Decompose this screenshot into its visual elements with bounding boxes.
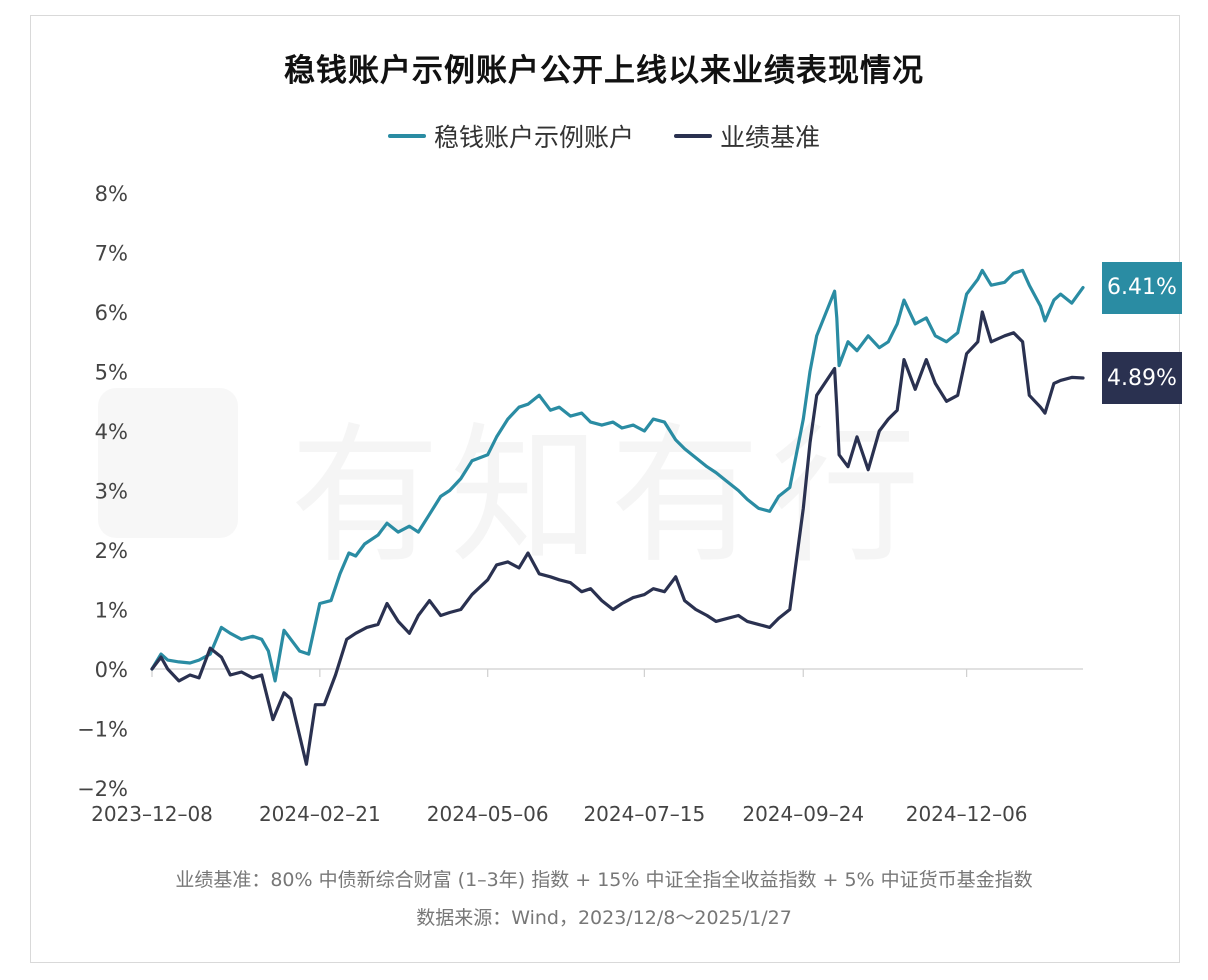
legend-label-account: 稳钱账户示例账户 (433, 123, 634, 152)
chart-legend: 稳钱账户示例账户 业绩基准 (0, 118, 1208, 154)
x-tick-label: 2024–09–24 (742, 802, 864, 826)
source-footnote: 数据来源：Wind，2023/12/8～2025/1/27 (416, 907, 792, 929)
end-label-account: 6.41% (1102, 261, 1182, 314)
legend-swatch-benchmark (674, 134, 712, 138)
end-label-benchmark: 4.89% (1102, 352, 1182, 405)
legend-label-benchmark: 业绩基准 (720, 123, 821, 152)
y-tick-label: 1% (95, 599, 128, 623)
y-tick-label: 3% (95, 480, 128, 504)
y-tick-label: 8% (95, 182, 128, 206)
y-tick-label: 0% (95, 658, 128, 682)
x-tick-label: 2024–02–21 (259, 802, 381, 826)
y-tick-label: 6% (95, 301, 128, 325)
legend-item-benchmark: 业绩基准 (674, 118, 820, 154)
x-tick-label: 2024–12–06 (906, 802, 1028, 826)
benchmark-footnote: 业绩基准：80% 中债新综合财富 (1–3年) 指数 + 15% 中证全指全收益… (175, 869, 1033, 891)
legend-item-account: 稳钱账户示例账户 (387, 118, 634, 154)
x-tick-label: 2023–12–08 (91, 802, 213, 826)
y-tick-label: 5% (95, 361, 128, 385)
chart-frame (30, 15, 1180, 963)
x-tick-label: 2024–07–15 (583, 802, 705, 826)
x-tick-label: 2024–05–06 (427, 802, 549, 826)
y-tick-label: 2% (95, 539, 128, 563)
series-line-account (150, 268, 1085, 683)
y-tick-label: −2% (77, 777, 128, 801)
series-line-benchmark (150, 310, 1085, 766)
legend-swatch-account (387, 134, 426, 138)
chart-title: 稳钱账户示例账户公开上线以来业绩表现情况 (284, 53, 924, 89)
y-tick-label: −1% (77, 718, 128, 742)
y-tick-label: 4% (95, 420, 128, 444)
y-tick-label: 7% (95, 242, 128, 266)
